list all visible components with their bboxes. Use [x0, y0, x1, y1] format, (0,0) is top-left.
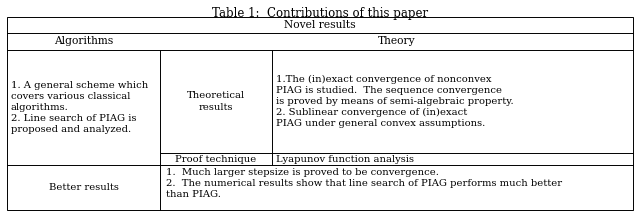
Text: Table 1:  Contributions of this paper: Table 1: Contributions of this paper	[212, 7, 428, 20]
Text: Better results: Better results	[49, 183, 118, 192]
Text: Proof technique: Proof technique	[175, 155, 257, 163]
Text: 1. A general scheme which
covers various classical
algorithms.
2. Line search of: 1. A general scheme which covers various…	[11, 81, 148, 134]
Text: Lyapunov function analysis: Lyapunov function analysis	[276, 155, 414, 163]
Text: Novel results: Novel results	[284, 20, 356, 30]
Text: Algorithms: Algorithms	[54, 36, 113, 46]
Text: Theory: Theory	[378, 36, 415, 46]
Text: 1.The (in)exact convergence of nonconvex
PIAG is studied.  The sequence converge: 1.The (in)exact convergence of nonconvex…	[276, 75, 514, 128]
Text: Theoretical
results: Theoretical results	[187, 91, 245, 112]
Bar	[7, 17, 633, 210]
Text: 1.  Much larger stepsize is proved to be convergence.
2.  The numerical results : 1. Much larger stepsize is proved to be …	[166, 168, 562, 199]
